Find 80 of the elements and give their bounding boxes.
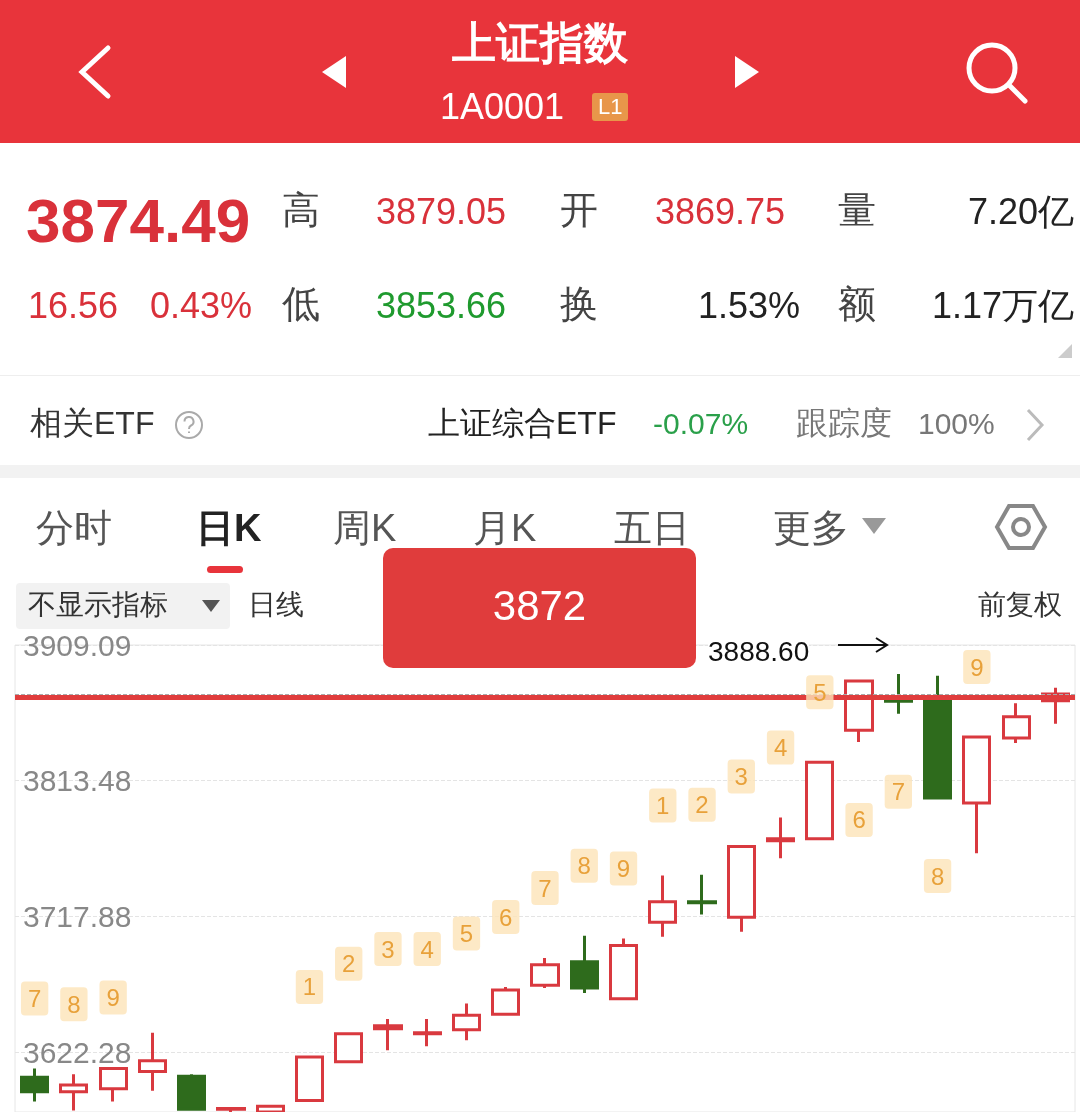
text: 日K — [196, 506, 262, 551]
text: 低 — [282, 282, 320, 327]
y-tick-label: 3717.88 — [23, 899, 132, 933]
text: 相关ETF — [30, 404, 155, 443]
text: 16.56 — [28, 284, 119, 328]
candlestick — [452, 1003, 481, 1041]
text: 1.53% — [697, 284, 800, 328]
text: 6 — [499, 903, 513, 931]
text: 7 — [27, 985, 42, 1013]
text: 8 — [577, 852, 591, 880]
text: 8 — [930, 862, 945, 890]
text: 3879.05 — [376, 190, 507, 234]
candlestick — [20, 1068, 49, 1102]
candlestick — [413, 1019, 442, 1047]
text: 3 — [381, 935, 395, 963]
candlestick — [609, 938, 638, 1001]
candlestick — [805, 760, 834, 841]
text: 9 — [106, 984, 120, 1012]
text: 上证指数 — [451, 17, 629, 69]
text: 高 — [282, 188, 320, 233]
text: 跟踪度 — [796, 404, 892, 443]
text: 上证综合ETF — [428, 404, 617, 443]
text: 0.43% — [150, 284, 253, 328]
candlestick — [530, 958, 560, 989]
text: 1 — [656, 792, 670, 820]
text: 3869.75 — [655, 190, 786, 234]
text: 7 — [891, 778, 906, 806]
text: 不显示指标 — [28, 588, 168, 622]
text: 量 — [838, 188, 876, 233]
text: 2 — [695, 791, 709, 819]
candlestick — [491, 987, 520, 1016]
text: -0.07% — [653, 406, 749, 442]
text: 100% — [918, 406, 995, 442]
text: 1A0001 — [440, 86, 565, 128]
candlestick — [766, 817, 795, 859]
text: 3874.49 — [26, 185, 251, 257]
text: 9 — [616, 855, 631, 883]
text: 开 — [560, 188, 598, 233]
text: 4 — [773, 734, 788, 762]
candlestick — [570, 935, 599, 993]
candlestick — [295, 1055, 324, 1103]
candlestick — [648, 875, 677, 937]
text: 4 — [420, 935, 434, 963]
text: 7 — [538, 874, 552, 902]
text: 换 — [560, 282, 598, 327]
candlestick — [373, 1019, 403, 1051]
text: 1.17万亿 — [931, 284, 1074, 328]
ref-line-label: 3872 — [491, 582, 588, 630]
text: 分时 — [36, 506, 112, 551]
text: 额 — [838, 282, 876, 327]
text: 前复权 — [978, 588, 1062, 622]
text: 2 — [342, 950, 356, 978]
text: 3853.66 — [376, 284, 507, 328]
text: 5 — [813, 678, 827, 706]
text: 6 — [852, 806, 866, 834]
y-tick-label: 3813.48 — [23, 764, 132, 798]
candlestick — [334, 1032, 363, 1064]
candlestick — [138, 1032, 167, 1091]
text: 7.20亿 — [967, 190, 1074, 234]
text: 5 — [459, 920, 474, 948]
candlestick — [962, 735, 991, 854]
text: 日线 — [248, 588, 304, 622]
y-tick-label: 3622.28 — [23, 1035, 132, 1069]
candlestick — [687, 874, 717, 915]
annotation: 3888.60 — [708, 636, 810, 668]
candlestick — [1002, 703, 1031, 743]
text: 9 — [970, 653, 984, 681]
text: 五日 — [614, 506, 690, 551]
text: 更多 — [773, 506, 849, 551]
text: 1 — [302, 973, 317, 1001]
text: 周K — [333, 506, 397, 551]
text: 月K — [473, 506, 537, 551]
candlestick — [99, 1067, 128, 1102]
text: 3 — [734, 762, 748, 790]
y-tick-label: 3909.09 — [23, 628, 132, 662]
candlestick — [923, 675, 952, 800]
text: 8 — [67, 990, 81, 1018]
text: L1 — [592, 93, 629, 121]
candlestick — [727, 844, 756, 932]
candlestick — [177, 1074, 206, 1111]
